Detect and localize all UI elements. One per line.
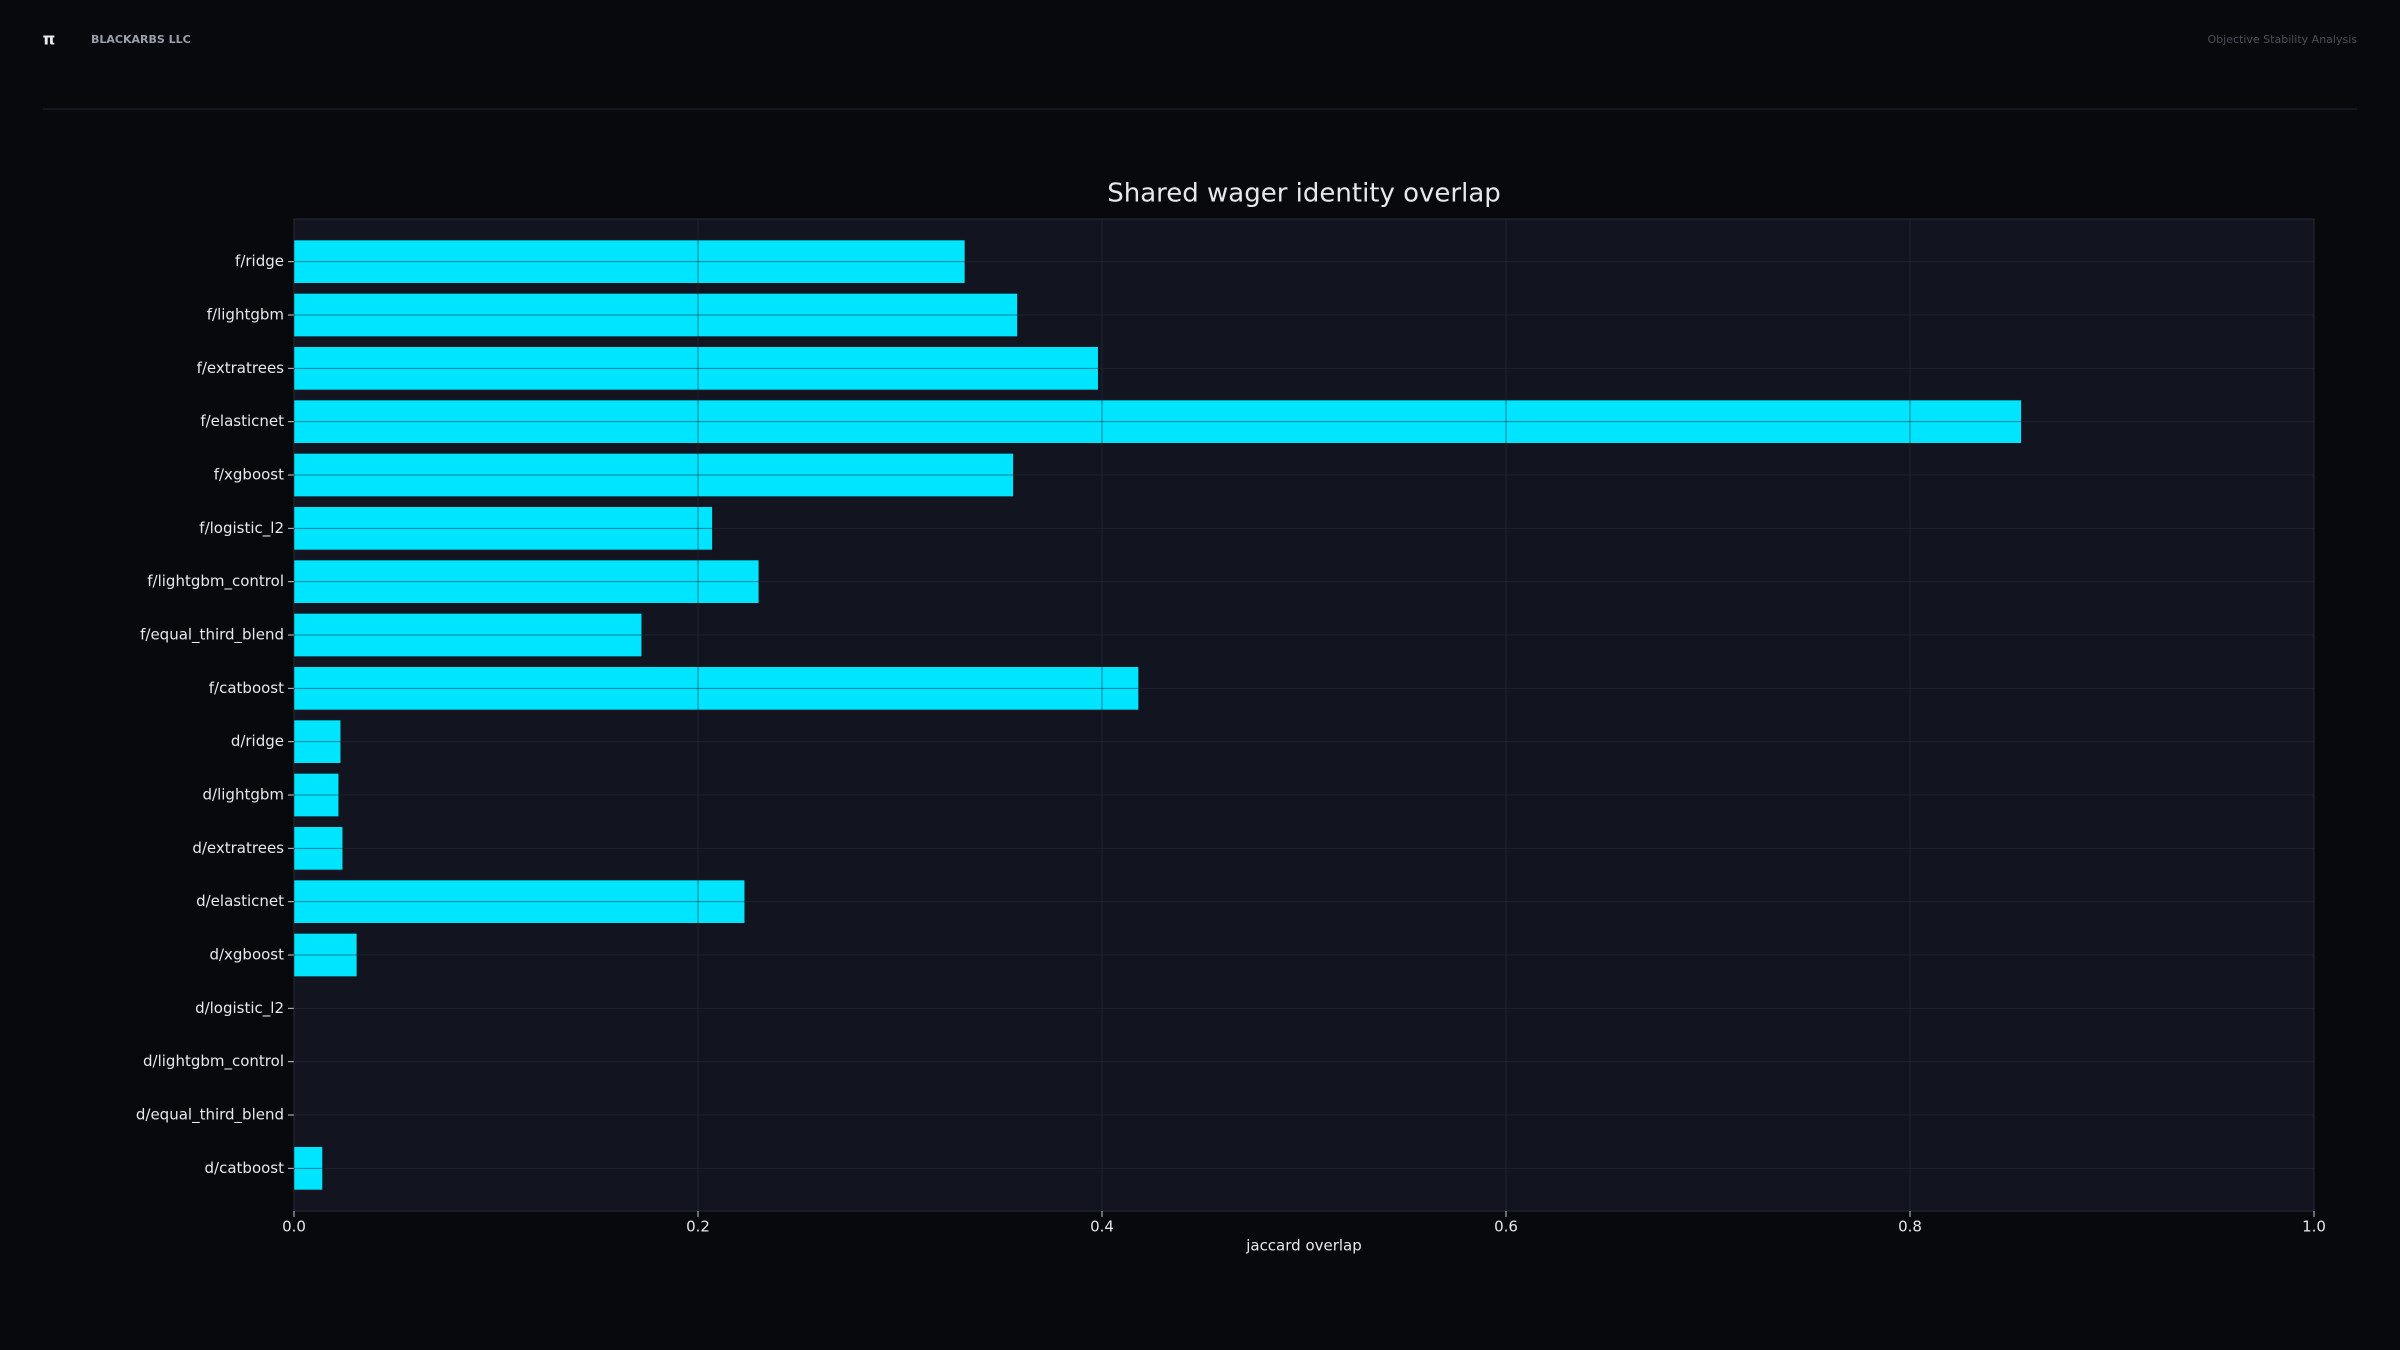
- y-tick-label: d/catboost: [205, 1159, 285, 1177]
- y-tick-label: d/logistic_l2: [195, 999, 284, 1018]
- y-tick-label: f/logistic_l2: [199, 519, 284, 538]
- x-tick-label: 1.0: [2302, 1218, 2326, 1236]
- x-tick-label: 0.6: [1494, 1218, 1518, 1236]
- y-tick-label: f/lightgbm_control: [147, 572, 284, 591]
- x-tick-label: 0.2: [686, 1218, 710, 1236]
- x-tick-label: 0.0: [282, 1218, 306, 1236]
- y-tick-label: d/equal_third_blend: [136, 1106, 284, 1125]
- y-tick-label: f/equal_third_blend: [140, 626, 284, 645]
- x-axis-label: jaccard overlap: [1245, 1237, 1362, 1255]
- y-tick-label: f/xgboost: [214, 466, 284, 484]
- y-tick-label: d/lightgbm_control: [143, 1052, 284, 1071]
- y-tick-label: f/extratrees: [197, 359, 285, 377]
- x-tick-label: 0.4: [1090, 1218, 1114, 1236]
- y-tick-label: d/xgboost: [209, 946, 284, 964]
- x-tick-label: 0.8: [1898, 1218, 1922, 1236]
- page-subtitle: Objective Stability Analysis: [2208, 33, 2358, 46]
- y-tick-label: f/ridge: [235, 252, 284, 270]
- brand: BLACKARBS LLC: [91, 33, 191, 46]
- y-tick-label: f/elasticnet: [200, 412, 284, 430]
- logo: π: [43, 30, 56, 49]
- y-tick-label: d/ridge: [231, 732, 284, 750]
- y-tick-label: f/lightgbm: [207, 306, 284, 324]
- chart-title: Shared wager identity overlap: [1107, 179, 1501, 209]
- y-tick-label: d/elasticnet: [196, 892, 284, 910]
- y-tick-label: d/lightgbm: [203, 786, 284, 804]
- y-tick-label: d/extratrees: [192, 839, 284, 857]
- y-tick-label: f/catboost: [209, 679, 284, 697]
